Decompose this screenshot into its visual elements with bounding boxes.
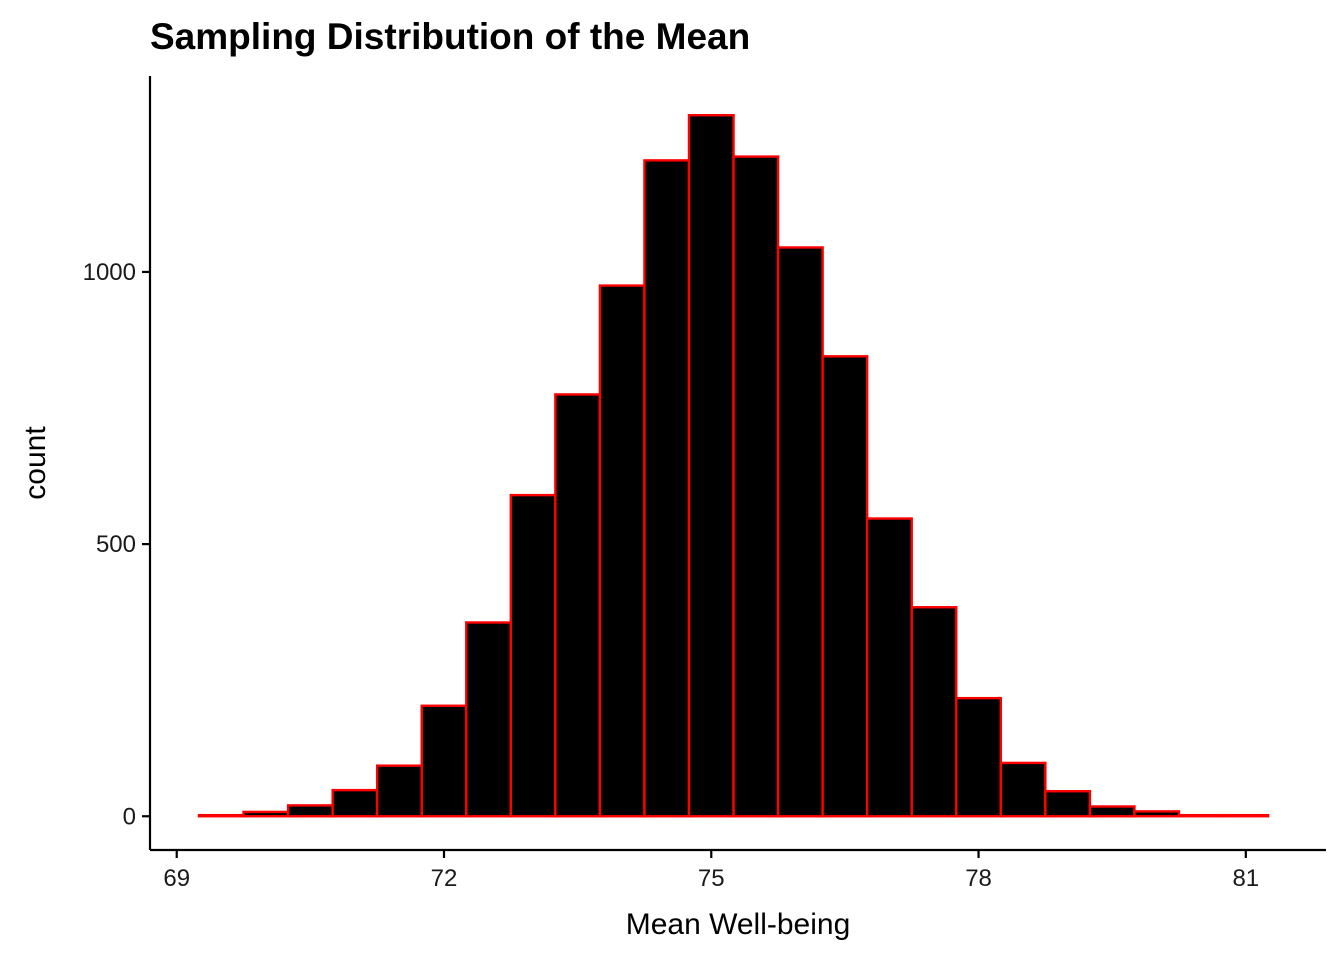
histogram-bar-3 bbox=[331, 788, 379, 818]
histogram-bar-6 bbox=[465, 621, 513, 818]
y-tick-label: 1000 bbox=[83, 259, 136, 286]
histogram-bar-16 bbox=[910, 606, 958, 818]
x-axis-ticks: 69 72 75 78 81 bbox=[163, 850, 1259, 892]
bars-group bbox=[197, 113, 1270, 818]
x-tick-label: 72 bbox=[431, 865, 458, 892]
y-axis-title: count bbox=[19, 426, 52, 500]
x-tick-label: 75 bbox=[698, 865, 725, 892]
histogram-bar-14 bbox=[821, 355, 869, 818]
histogram-bar-17 bbox=[955, 696, 1003, 818]
histogram-bar-2 bbox=[286, 804, 334, 818]
histogram-bar-12 bbox=[732, 155, 780, 818]
x-tick-label: 69 bbox=[163, 865, 190, 892]
histogram-bar-22 bbox=[1177, 813, 1225, 818]
histogram-bar-11 bbox=[687, 113, 735, 818]
histogram-bar-18 bbox=[999, 761, 1047, 818]
histogram-bar-13 bbox=[776, 246, 824, 818]
histogram-bar-0 bbox=[197, 813, 245, 818]
histogram-bar-5 bbox=[420, 704, 468, 818]
histogram-bar-15 bbox=[865, 517, 913, 818]
histogram-bar-7 bbox=[509, 493, 557, 818]
x-axis-title: Mean Well-being bbox=[626, 908, 851, 941]
histogram-bar-8 bbox=[554, 393, 602, 818]
y-axis-ticks: 0 500 1000 bbox=[83, 259, 150, 830]
histogram-bar-23 bbox=[1222, 813, 1270, 818]
histogram-bar-9 bbox=[598, 284, 646, 818]
histogram-bar-20 bbox=[1088, 805, 1136, 818]
histogram-bar-4 bbox=[375, 764, 423, 818]
histogram-bar-19 bbox=[1044, 790, 1092, 818]
x-tick-label: 81 bbox=[1232, 865, 1259, 892]
chart-title: Sampling Distribution of the Mean bbox=[150, 16, 750, 57]
histogram-bar-1 bbox=[242, 810, 290, 818]
x-tick-label: 78 bbox=[965, 865, 992, 892]
histogram-bar-10 bbox=[643, 159, 691, 818]
y-tick-label: 0 bbox=[123, 803, 136, 830]
histogram-bar-21 bbox=[1133, 810, 1181, 818]
y-tick-label: 500 bbox=[96, 531, 136, 558]
